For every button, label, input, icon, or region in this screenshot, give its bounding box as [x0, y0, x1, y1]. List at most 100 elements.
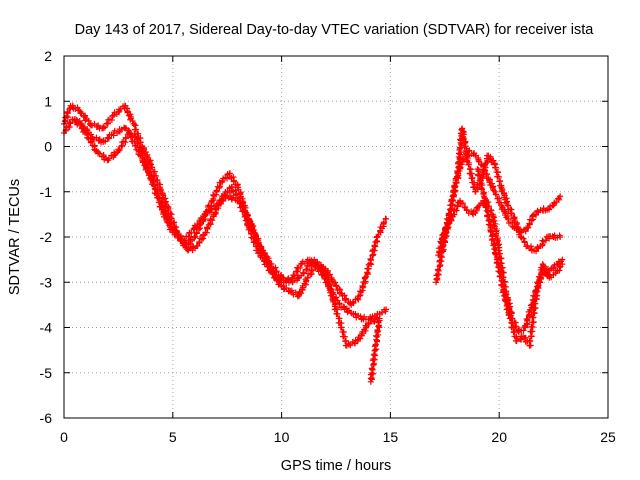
data-point: [510, 329, 517, 336]
data-point: [436, 257, 443, 264]
data-point: [490, 213, 497, 220]
data-point: [499, 186, 506, 193]
data-point: [209, 217, 216, 224]
data-point: [273, 268, 280, 275]
data-point: [108, 117, 115, 124]
data-point: [172, 231, 179, 238]
data-point: [505, 312, 512, 319]
data-point: [150, 181, 157, 188]
data-point: [246, 218, 253, 225]
data-point: [283, 284, 290, 291]
y-tick-label: -1: [40, 184, 53, 200]
data-point: [95, 122, 102, 129]
data-point: [369, 366, 376, 373]
data-point: [233, 191, 240, 198]
axis-ticks: 0 5 10 15 20 25 -6 -5 -4 -3 -2 -1 0 1 2: [40, 48, 616, 445]
data-point: [342, 297, 349, 304]
data-point: [231, 177, 238, 184]
data-point: [272, 264, 279, 271]
data-point: [91, 120, 98, 127]
data-point: [492, 191, 499, 198]
data-point: [482, 203, 489, 210]
y-tick-label: -3: [40, 274, 53, 290]
data-point: [334, 311, 341, 318]
data-point: [250, 227, 257, 234]
data-point: [546, 206, 553, 213]
data-point: [449, 193, 456, 200]
data-point: [488, 180, 495, 187]
data-point: [453, 207, 460, 214]
data-point: [459, 200, 466, 207]
data-point: [102, 138, 109, 145]
data-point: [319, 266, 326, 273]
data-point: [527, 243, 534, 250]
data-point: [115, 146, 122, 153]
x-axis-label: GPS time / hours: [281, 458, 391, 474]
data-point: [380, 219, 387, 226]
data-point: [378, 309, 385, 316]
data-point: [329, 295, 336, 302]
data-point: [333, 283, 340, 290]
data-point: [297, 264, 304, 271]
data-point: [208, 206, 215, 213]
data-point: [468, 175, 475, 182]
y-axis-label: SDTVAR / TECUs: [7, 179, 23, 295]
series-track-d: [367, 315, 383, 385]
data-point: [106, 155, 113, 162]
data-point: [342, 338, 349, 345]
data-point: [64, 109, 71, 116]
data-point: [442, 227, 449, 234]
data-point: [363, 324, 370, 331]
data-point: [153, 173, 160, 180]
data-point: [436, 262, 443, 269]
grid: [64, 56, 608, 418]
data-point: [96, 136, 103, 143]
data-point: [298, 290, 305, 297]
data-point: [452, 184, 459, 191]
data-point: [163, 216, 170, 223]
y-tick-label: 1: [44, 93, 52, 109]
data-point: [481, 162, 488, 169]
x-tick-label: 15: [383, 429, 399, 445]
data-point: [189, 237, 196, 244]
data-point: [528, 323, 535, 330]
data-point: [542, 237, 549, 244]
data-point: [126, 129, 133, 136]
data-point: [289, 278, 296, 285]
data-point: [375, 322, 382, 329]
data-point: [517, 336, 524, 343]
data-point: [131, 138, 138, 145]
y-tick-label: -2: [40, 229, 53, 245]
data-point: [123, 135, 130, 142]
y-tick-label: -6: [40, 410, 53, 426]
data-point: [521, 239, 528, 246]
data-point: [78, 110, 85, 117]
data-point: [199, 216, 206, 223]
data-point: [448, 202, 455, 209]
data-point: [499, 204, 506, 211]
x-tick-label: 5: [169, 429, 177, 445]
data-point: [322, 270, 329, 277]
data-point: [347, 342, 354, 349]
data-point: [526, 337, 533, 344]
y-tick-label: 0: [44, 139, 52, 155]
data-point: [162, 212, 169, 219]
data-point: [492, 164, 499, 171]
data-point: [269, 270, 276, 277]
data-point: [508, 210, 515, 217]
data-point: [332, 279, 339, 286]
data-point: [241, 208, 248, 215]
data-point: [491, 188, 498, 195]
data-point: [526, 220, 533, 227]
data-point: [255, 240, 262, 247]
data-point: [557, 193, 564, 200]
data-point: [440, 230, 447, 237]
data-point: [198, 236, 205, 243]
data-point: [371, 243, 378, 250]
x-tick-label: 10: [274, 429, 290, 445]
data-point: [358, 331, 365, 338]
data-point: [88, 138, 95, 145]
data-point: [192, 223, 199, 230]
x-tick-label: 25: [600, 429, 616, 445]
data-point: [206, 209, 213, 216]
